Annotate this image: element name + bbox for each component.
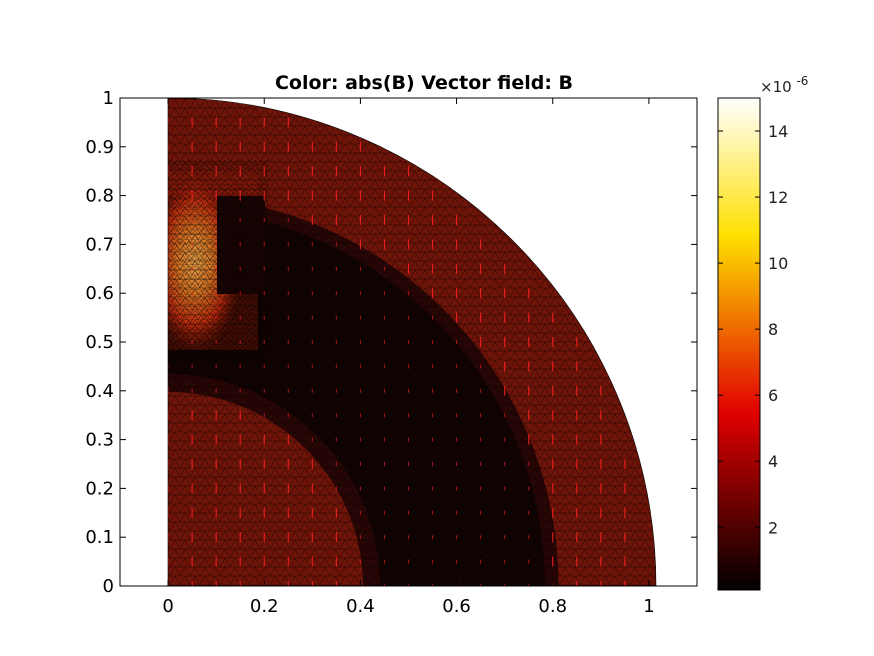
colorbar-exponent: ×10 -6 — [760, 74, 808, 96]
domain-outline — [167, 97, 657, 587]
colorbar — [717, 97, 761, 591]
y-tick-label: 0.1 — [85, 527, 114, 548]
colorbar-tick-label: 2 — [768, 518, 778, 537]
y-tick-label: 0.7 — [85, 234, 114, 255]
colorbar-tick-label: 8 — [768, 320, 778, 339]
y-tick-label: 0.3 — [85, 430, 114, 451]
y-tick-label: 1 — [103, 88, 114, 109]
colorbar-exponent-power: -6 — [796, 74, 808, 88]
y-axis-ticks: 0 0.1 0.2 0.3 0.4 0.5 0.6 0.7 0.8 0.9 1 — [85, 88, 697, 597]
colorbar-exponent-base: ×10 — [760, 78, 792, 96]
x-axis-ticks: 0 0.2 0.4 0.6 0.8 1 — [162, 98, 655, 617]
colorbar-tick-label: 6 — [768, 386, 778, 405]
colorbar-ticks: 2 4 6 8 10 12 14 — [718, 122, 788, 537]
y-tick-label: 0.6 — [85, 283, 114, 304]
chart-title: Color: abs(B) Vector field: B — [275, 72, 573, 94]
colorbar-tick-label: 4 — [768, 452, 778, 471]
y-tick-label: 0.4 — [85, 381, 114, 402]
y-tick-label: 0 — [103, 576, 114, 597]
colorbar-tick-label: 12 — [768, 188, 788, 207]
x-tick-label: 0.2 — [250, 596, 279, 617]
y-tick-label: 0.8 — [85, 186, 114, 207]
y-tick-label: 0.2 — [85, 478, 114, 499]
colorbar-tick-label: 10 — [768, 254, 788, 273]
x-tick-label: 0.6 — [442, 596, 471, 617]
x-tick-label: 0.4 — [346, 596, 375, 617]
x-tick-label: 0 — [162, 596, 173, 617]
colorbar-tick-label: 14 — [768, 122, 788, 141]
x-tick-label: 1 — [643, 596, 654, 617]
mesh-overlay-fine — [168, 160, 268, 360]
y-tick-label: 0.5 — [85, 332, 114, 353]
x-tick-label: 0.8 — [538, 596, 567, 617]
y-tick-label: 0.9 — [85, 137, 114, 158]
